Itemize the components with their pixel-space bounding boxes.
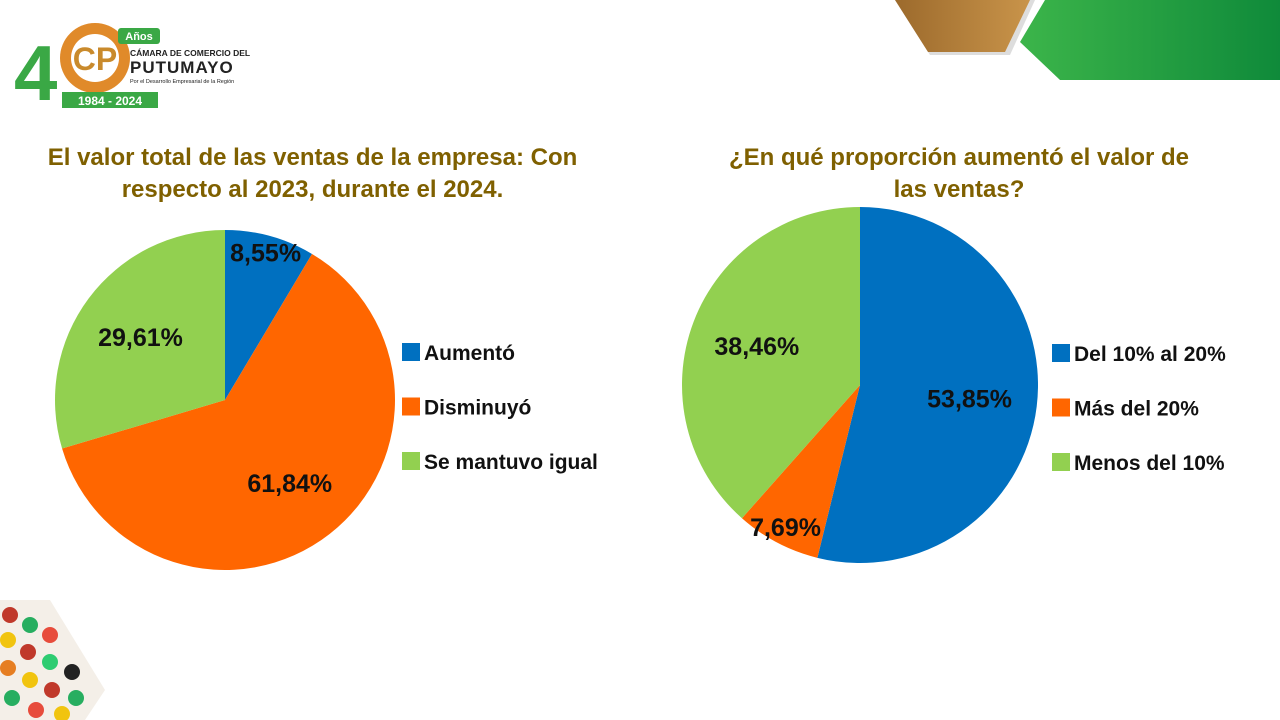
pie-slice — [682, 207, 860, 519]
legend-swatch — [1052, 344, 1070, 362]
logo-years: 1984 - 2024 — [78, 94, 142, 108]
legend-swatch — [402, 397, 420, 416]
logo-text: CÁMARA DE COMERCIO DEL — [130, 48, 250, 58]
chart-title: El valor total de las ventas de la empre… — [47, 144, 578, 203]
data-label: 61,84% — [247, 470, 332, 498]
data-label: 7,69% — [750, 514, 821, 542]
legend-swatch — [1052, 398, 1070, 417]
data-label: 38,46% — [714, 333, 799, 361]
legend-swatch — [402, 452, 420, 470]
logo-number: 4 — [14, 29, 57, 117]
data-label: 53,85% — [927, 385, 1012, 413]
legend-label: Más del 20% — [1074, 398, 1199, 421]
pie-slice — [54, 230, 226, 449]
legend-label: Aumentó — [424, 342, 515, 365]
legend-label: Del 10% al 20% — [1074, 343, 1226, 366]
legend-label: Disminuyó — [424, 397, 531, 420]
svg-text:CP: CP — [73, 41, 117, 77]
pie-slice — [817, 207, 1038, 563]
beads — [0, 600, 105, 720]
logo-badge: Años — [125, 31, 153, 43]
decor — [1020, 0, 1280, 80]
legend-swatch — [1052, 453, 1070, 471]
legend-label: Menos del 10% — [1074, 452, 1225, 475]
pie-slice — [225, 230, 312, 400]
pie-slice — [741, 385, 860, 558]
legend-swatch — [402, 343, 420, 361]
chart-title: ¿En qué proporción aumentó el valor de l… — [728, 144, 1190, 203]
logo: 4 CP Años CÁMARA DE COMERCIO DEL PUTUMAY… — [14, 23, 250, 117]
legend-label: Se mantuvo igual — [424, 451, 598, 474]
pie-slice — [62, 253, 395, 570]
data-label: 29,61% — [98, 324, 183, 352]
data-label: 8,55% — [230, 239, 301, 267]
logo-text: Por el Desarrollo Empresarial de la Regi… — [130, 79, 234, 85]
logo-text: PUTUMAYO — [130, 58, 234, 77]
decor — [895, 0, 1030, 52]
